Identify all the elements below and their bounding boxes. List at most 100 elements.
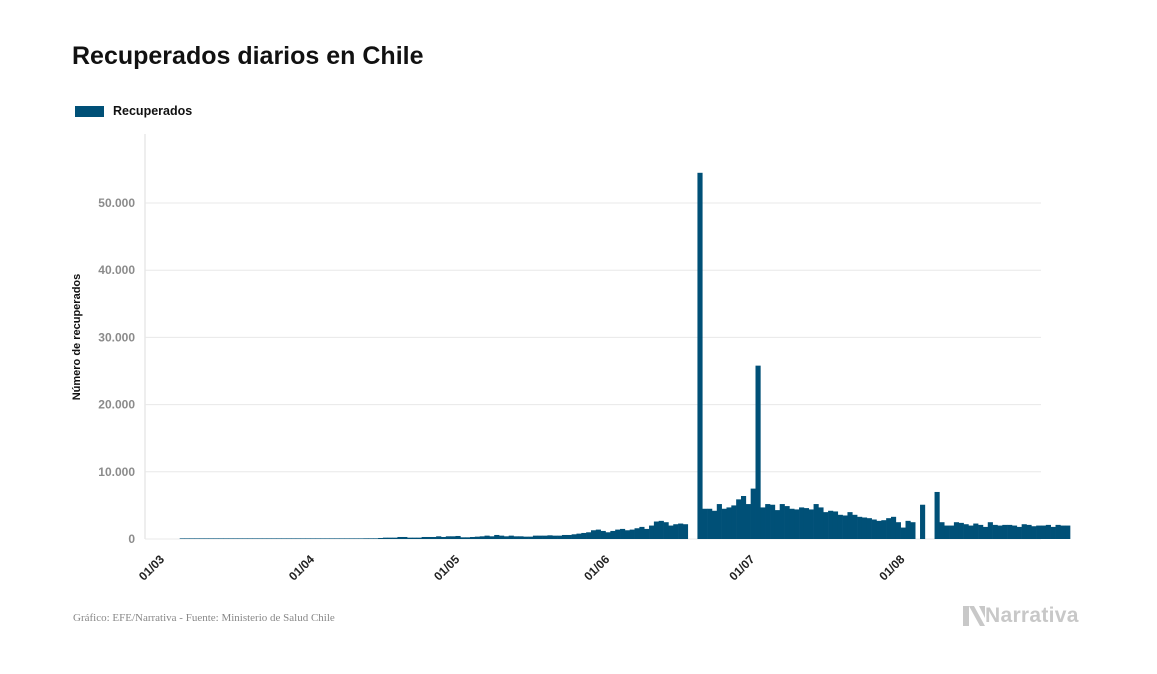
bar <box>890 516 897 539</box>
bar <box>716 504 722 539</box>
bar <box>857 516 863 539</box>
bar <box>455 535 461 539</box>
bar <box>440 536 447 539</box>
bar <box>581 532 587 539</box>
bar <box>465 537 471 539</box>
bar <box>286 538 292 539</box>
bar <box>949 525 955 539</box>
bar <box>832 511 839 539</box>
bar <box>866 518 872 539</box>
bar <box>189 538 195 539</box>
bar <box>910 522 916 539</box>
bar <box>905 520 911 539</box>
bar <box>861 517 868 539</box>
bar <box>639 526 645 539</box>
bar <box>789 508 795 539</box>
bar <box>542 535 548 539</box>
bar <box>828 510 834 539</box>
brand-logo: Narrativa <box>963 604 1079 628</box>
bar <box>784 506 790 539</box>
bar <box>595 529 601 539</box>
bar <box>823 512 829 539</box>
bar <box>523 536 529 539</box>
bar <box>1045 524 1051 539</box>
bar <box>436 536 442 539</box>
bar <box>310 538 316 539</box>
bar <box>252 538 258 539</box>
bar <box>808 509 814 539</box>
x-tick-label: 01/06 <box>581 552 612 583</box>
legend-swatch <box>75 105 104 117</box>
x-tick-label: 01/07 <box>726 552 757 583</box>
bar <box>426 536 432 539</box>
bar <box>518 536 524 539</box>
bar <box>600 530 606 539</box>
bar <box>881 520 887 539</box>
bar <box>678 523 684 539</box>
bar <box>697 172 703 539</box>
gridlines <box>144 134 1041 540</box>
bar <box>266 538 272 539</box>
bar <box>770 504 776 539</box>
bar <box>842 515 848 539</box>
bar <box>489 536 495 539</box>
bar <box>895 522 901 539</box>
bar <box>339 538 345 539</box>
y-axis-ticks: 0 10.000 20.000 30.000 40.000 50.000 <box>98 196 135 546</box>
bar <box>644 528 650 539</box>
bar <box>460 537 466 539</box>
bar <box>378 537 384 539</box>
bar <box>774 510 780 539</box>
bars <box>179 172 1071 539</box>
bar <box>411 537 418 539</box>
bar <box>402 536 408 539</box>
bar <box>1055 524 1061 539</box>
y-axis-label: Número de recuperados <box>71 274 83 401</box>
bar <box>668 525 674 539</box>
bar <box>673 524 679 539</box>
bar <box>213 538 219 539</box>
bar <box>813 504 819 539</box>
y-tick-label: 30.000 <box>98 330 135 344</box>
bar <box>295 538 301 539</box>
bar <box>1060 525 1066 539</box>
bar <box>392 537 398 539</box>
y-tick-label: 40.000 <box>98 263 135 277</box>
bar <box>290 538 297 539</box>
bar <box>552 535 558 539</box>
bar <box>663 522 669 539</box>
bar <box>1016 526 1022 539</box>
y-tick-label: 10.000 <box>98 465 135 479</box>
bar <box>450 536 456 539</box>
bar <box>358 538 364 539</box>
bar <box>499 535 505 539</box>
bar <box>557 535 563 539</box>
bar <box>237 538 243 539</box>
bar <box>997 525 1003 539</box>
bar <box>431 536 437 539</box>
bar <box>445 536 451 539</box>
bar <box>353 538 360 539</box>
bar <box>837 514 843 539</box>
bar <box>818 507 824 539</box>
bar <box>629 529 635 539</box>
bar <box>736 499 742 539</box>
bar <box>953 522 960 539</box>
bar <box>208 538 214 539</box>
bar <box>203 538 210 539</box>
bar <box>349 538 355 539</box>
bar <box>745 504 751 539</box>
bar <box>721 508 727 539</box>
bar <box>900 527 906 539</box>
bar <box>987 522 993 539</box>
bar <box>416 537 422 539</box>
bar <box>590 530 597 539</box>
bar <box>682 524 689 539</box>
bar <box>615 529 621 539</box>
bar <box>363 538 369 539</box>
bar <box>373 538 379 539</box>
bar <box>368 538 374 539</box>
x-tick-label: 01/03 <box>136 552 167 583</box>
bar <box>576 533 582 539</box>
bar <box>740 495 747 539</box>
